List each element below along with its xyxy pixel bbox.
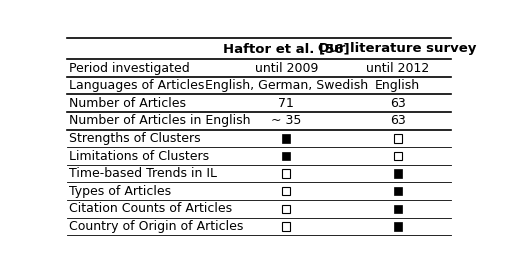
Bar bbox=[282, 134, 289, 143]
Text: until 2009: until 2009 bbox=[254, 62, 317, 75]
Text: English: English bbox=[374, 79, 420, 92]
Bar bbox=[393, 222, 401, 231]
Bar bbox=[282, 152, 289, 160]
Text: Our literature survey: Our literature survey bbox=[318, 42, 476, 55]
Bar bbox=[393, 134, 401, 143]
Text: Types of Articles: Types of Articles bbox=[69, 185, 171, 198]
Text: 63: 63 bbox=[389, 97, 405, 110]
Bar bbox=[393, 152, 401, 160]
Text: Country of Origin of Articles: Country of Origin of Articles bbox=[69, 220, 243, 233]
Text: ~ 35: ~ 35 bbox=[271, 114, 301, 127]
Text: English, German, Swedish: English, German, Swedish bbox=[204, 79, 367, 92]
Text: Number of Articles: Number of Articles bbox=[69, 97, 186, 110]
Bar bbox=[282, 187, 289, 196]
Bar bbox=[393, 205, 401, 213]
Text: until 2012: until 2012 bbox=[365, 62, 428, 75]
Text: Number of Articles in English: Number of Articles in English bbox=[69, 114, 250, 127]
Text: Strengths of Clusters: Strengths of Clusters bbox=[69, 132, 200, 145]
Text: Languages of Articles: Languages of Articles bbox=[69, 79, 204, 92]
Text: 71: 71 bbox=[278, 97, 293, 110]
Text: Period investigated: Period investigated bbox=[69, 62, 189, 75]
Bar bbox=[282, 222, 289, 231]
Bar bbox=[393, 169, 401, 178]
Text: Time-based Trends in IL: Time-based Trends in IL bbox=[69, 167, 217, 180]
Text: Citation Counts of Articles: Citation Counts of Articles bbox=[69, 202, 232, 215]
Bar bbox=[282, 205, 289, 213]
Text: Haftor et al. [56]: Haftor et al. [56] bbox=[223, 42, 349, 55]
Bar bbox=[282, 169, 289, 178]
Text: 63: 63 bbox=[389, 114, 405, 127]
Bar bbox=[393, 187, 401, 196]
Text: Limitations of Clusters: Limitations of Clusters bbox=[69, 150, 209, 162]
